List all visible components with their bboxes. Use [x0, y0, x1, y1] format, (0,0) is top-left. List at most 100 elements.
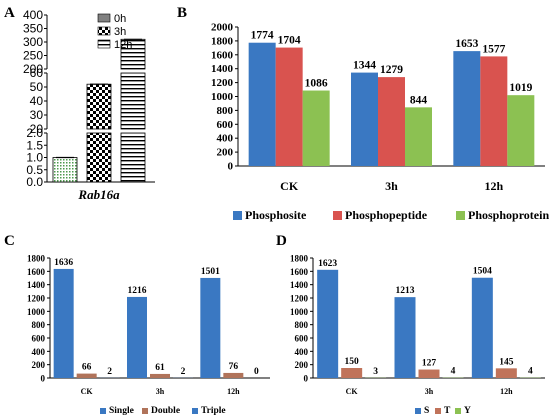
legend-label-t: T: [444, 406, 451, 416]
data-label-y-12h: 4: [528, 367, 533, 377]
y-tick-label: 400: [32, 347, 46, 357]
data-label-y-3h: 4: [451, 367, 456, 377]
legend-swatch-y: [455, 408, 461, 414]
legend-label-triple: Triple: [201, 406, 226, 416]
data-label-triple-12h: 0: [254, 367, 259, 377]
y-tick-label: 250: [23, 49, 43, 63]
data-label-phosphopeptide-3h: 1279: [380, 64, 403, 76]
y-tick-label: 200: [23, 62, 43, 76]
y-tick-label: 20: [30, 122, 44, 136]
y-tick-label: 0.0: [26, 175, 43, 189]
y-tick-label: 1800: [27, 254, 46, 264]
y-tick-label: 800: [295, 320, 309, 330]
legend-label-12h: 12h: [114, 39, 132, 51]
y-tick-label: 40: [30, 94, 44, 108]
data-label-single-3h: 1216: [128, 286, 147, 296]
y-tick-label: 350: [23, 22, 43, 36]
x-tick-label-ck: CK: [81, 387, 94, 396]
y-tick-label: 600: [32, 334, 46, 344]
data-label-y-ck: 3: [373, 367, 378, 377]
bar-phosphosite-12h: [453, 51, 481, 166]
y-tick-label: 1000: [211, 91, 234, 103]
bar-s-3h: [394, 297, 416, 378]
data-label-s-ck: 1623: [318, 259, 337, 269]
y-tick-label: 200: [217, 147, 234, 159]
bar-single-3h: [127, 296, 147, 378]
y-tick-label: 2000: [211, 22, 234, 34]
y-tick-label: 1200: [211, 77, 234, 89]
y-tick-label: 400: [23, 8, 43, 22]
legend-swatch-3h: [97, 26, 111, 36]
x-tick-label-rab16a: Rab16a: [77, 187, 120, 202]
bar-phosphosite-ck: [248, 42, 276, 166]
y-tick-label: 300: [23, 35, 43, 49]
y-tick-label: 1.0: [26, 151, 43, 165]
panel-c-chart: 0 200 400 600 800 1000 1200 1400 1600 1800 1636 66 2…: [27, 254, 270, 416]
y-tick-label: 2.0: [26, 126, 43, 140]
bar-phosphopeptide-12h: [480, 56, 508, 166]
data-label-phosphopeptide-12h: 1577: [482, 43, 505, 55]
data-label-phosphosite-ck: 1774: [251, 30, 274, 42]
y-tick-label: 1600: [211, 49, 234, 61]
panel-a-chart: 0.00.51.01.52.02030405060200250300350400…: [23, 8, 155, 202]
data-label-phosphoprotein-12h: 1019: [509, 82, 532, 94]
bar-double-ck: [76, 373, 97, 378]
legend-swatch-triple: [192, 408, 198, 414]
bar-0h-rab16a: [52, 157, 78, 183]
y-tick-label: 600: [217, 119, 234, 131]
legend-swatch-phosphosite: [233, 211, 242, 220]
legend-swatch-phosphopeptide: [333, 211, 342, 220]
y-tick-label: 1800: [290, 254, 309, 264]
data-label-phosphopeptide-ck: 1704: [278, 35, 301, 47]
y-tick-label: 0: [304, 374, 309, 384]
y-tick-label: 1800: [211, 35, 234, 47]
y-tick-label: 50: [30, 80, 44, 94]
y-tick-label: 1400: [290, 280, 309, 290]
y-tick-label: 60: [30, 66, 44, 80]
data-label-s-3h: 1213: [396, 286, 415, 296]
data-label-double-ck: 66: [82, 363, 92, 373]
bar-phosphoprotein-3h: [405, 107, 432, 166]
y-tick-label: 400: [295, 347, 309, 357]
y-tick-label: 1200: [27, 294, 46, 304]
legend-label-y: Y: [464, 406, 471, 416]
data-label-t-3h: 127: [422, 359, 437, 369]
bar-phosphopeptide-3h: [378, 77, 405, 166]
y-tick-label: 1000: [290, 307, 309, 317]
data-label-t-12h: 145: [499, 357, 514, 367]
panel-label-c: C: [4, 233, 15, 249]
y-tick-label: 1400: [27, 280, 46, 290]
legend-swatch-s: [415, 408, 421, 414]
data-label-s-12h: 1504: [473, 267, 492, 277]
bar-12h-rab16a: [120, 38, 146, 70]
bar-double-12h: [223, 372, 244, 378]
y-tick-label: 1600: [27, 267, 46, 277]
data-label-single-ck: 1636: [54, 258, 73, 268]
data-label-triple-3h: 2: [181, 367, 186, 377]
y-tick-label: 1000: [27, 307, 46, 317]
legend-swatch-12h: [97, 39, 111, 49]
data-label-triple-ck: 2: [107, 367, 112, 377]
bar-12h-rab16a: [120, 132, 146, 183]
bar-t-3h: [418, 369, 440, 378]
x-tick-label-3h: 3h: [156, 387, 165, 396]
bar-double-3h: [150, 373, 170, 378]
legend-label-double: Double: [151, 406, 180, 416]
bar-t-ck: [341, 368, 363, 378]
legend-swatch-single: [100, 408, 106, 414]
data-label-double-3h: 61: [155, 363, 165, 373]
panel-label-d: D: [276, 233, 287, 249]
legend-label-phosphopeptide: Phosphopeptide: [345, 208, 428, 222]
x-tick-label-3h: 3h: [425, 387, 434, 396]
x-tick-label-12h: 12h: [500, 387, 513, 396]
data-label-t-ck: 150: [345, 357, 360, 367]
legend-label-phosphosite: Phosphosite: [245, 208, 307, 222]
x-tick-label-ck: CK: [280, 179, 299, 193]
legend-label-single: Single: [109, 406, 134, 416]
bar-12h-rab16a: [120, 72, 146, 130]
data-label-phosphoprotein-3h: 844: [410, 94, 428, 106]
y-tick-label: 600: [295, 334, 309, 344]
y-tick-label: 1200: [290, 294, 309, 304]
y-tick-label: 0: [41, 374, 46, 384]
